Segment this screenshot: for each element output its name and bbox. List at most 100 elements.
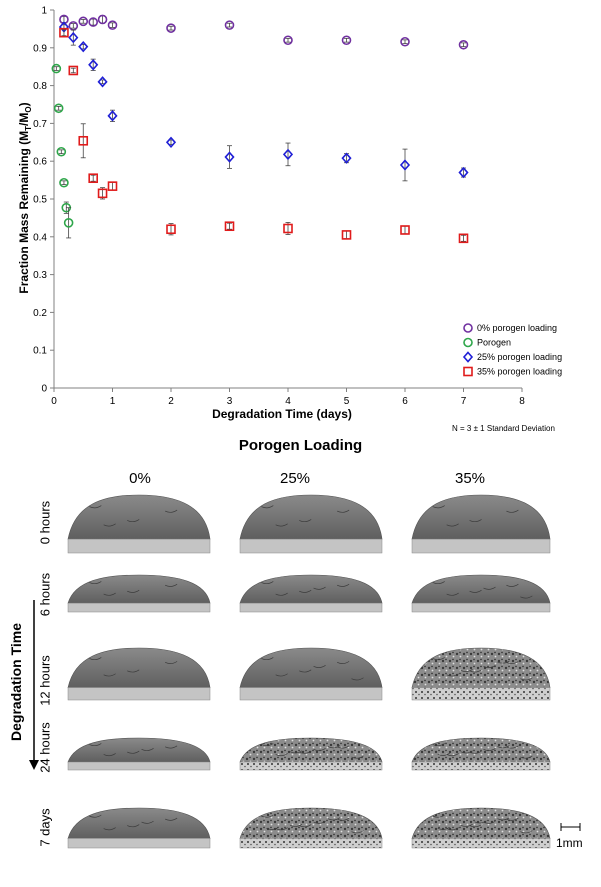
scaffold-r3-c0 xyxy=(67,737,211,771)
scaffold-surface xyxy=(239,494,383,540)
scaffold-texture xyxy=(299,750,312,754)
scaffold-texture xyxy=(446,592,459,596)
scaffold-texture xyxy=(275,827,288,831)
data-point xyxy=(283,223,293,234)
scaffold-r0-c0 xyxy=(67,494,211,554)
scaffold-cross-section xyxy=(239,838,383,849)
data-point xyxy=(78,16,89,27)
scaffold-r0-c2 xyxy=(411,494,551,554)
scaffold-cross-section xyxy=(67,838,211,849)
scaffold-texture xyxy=(89,814,102,818)
x-tick-label: 8 xyxy=(519,396,525,407)
scaffold-texture xyxy=(275,673,288,677)
scaffold-texture xyxy=(89,657,102,661)
legend-marker xyxy=(463,323,473,333)
scaffold-texture xyxy=(336,509,350,513)
scaffold-surface xyxy=(239,574,383,604)
y-tick-label: 0.9 xyxy=(33,43,47,54)
y-axis-title-main: Fraction Mass Remaining (M xyxy=(17,131,31,294)
y-axis-title-sub1: T xyxy=(24,126,33,131)
scaffold-texture xyxy=(520,677,533,681)
scaffold-texture xyxy=(469,669,482,673)
degradation-time-title: Degradation Time xyxy=(8,623,24,741)
series-3 xyxy=(59,27,469,244)
scaffold-texture xyxy=(313,747,326,751)
scaffold-texture xyxy=(474,820,487,824)
sample-size-note: N = 3 ± 1 Standard Deviation xyxy=(452,424,555,433)
data-point xyxy=(78,135,89,146)
y-axis-title: Fraction Mass Remaining (MT/MO) xyxy=(17,102,33,293)
scaffold-texture xyxy=(460,750,473,754)
scaffold-texture xyxy=(432,814,445,818)
scaffold-texture xyxy=(313,586,326,590)
scaffold-texture xyxy=(483,747,496,751)
scaffold-texture xyxy=(89,581,102,585)
scaffold-texture xyxy=(506,583,519,587)
legend-marker xyxy=(463,366,473,377)
data-point xyxy=(400,36,410,47)
data-point xyxy=(224,221,235,232)
legend-entry-1: Porogen xyxy=(463,337,511,348)
scaffold-texture xyxy=(520,595,533,599)
x-tick-label: 7 xyxy=(461,396,467,407)
scaffold-texture xyxy=(432,743,445,747)
scaffold-surface xyxy=(411,494,551,540)
data-point xyxy=(107,20,118,30)
scaffold-cross-section xyxy=(67,538,211,554)
y-axis-title-end: ) xyxy=(17,102,31,106)
scaffold-cross-section xyxy=(239,602,383,613)
degradation-arrow-head xyxy=(29,760,39,770)
legend-label: 35% porogen loading xyxy=(477,367,562,377)
scaffold-cross-section xyxy=(239,761,383,771)
scaffold-texture xyxy=(127,669,140,673)
scaffold-surface xyxy=(411,574,551,604)
scaffold-texture xyxy=(289,750,303,754)
y-tick-label: 0.5 xyxy=(33,195,47,206)
data-point xyxy=(107,110,118,122)
scaffold-texture xyxy=(446,827,459,831)
scaffold-surface xyxy=(67,647,211,688)
x-tick-label: 6 xyxy=(402,396,408,407)
scaffold-texture xyxy=(164,583,178,587)
scaffold-r1-c1 xyxy=(239,574,383,613)
scaffold-texture xyxy=(460,823,473,827)
series-0 xyxy=(59,14,469,50)
legend-marker xyxy=(462,351,474,363)
scaffold-r4-c2 xyxy=(411,807,551,849)
scaffold-texture xyxy=(164,745,178,749)
scaffold-texture xyxy=(432,581,445,585)
scaffold-texture xyxy=(299,519,312,523)
scaffold-cross-section xyxy=(67,761,211,771)
scaffold-texture xyxy=(266,826,279,830)
scaffold-r1-c0 xyxy=(67,574,211,613)
legend-marker xyxy=(463,337,473,348)
scaffold-texture xyxy=(164,509,178,513)
panel-title: Porogen Loading xyxy=(238,437,363,454)
scaffold-texture xyxy=(483,820,496,824)
legend-label: 0% porogen loading xyxy=(477,323,557,333)
plot-area: 0 1 2 3 4 5 6 7 8 0 0.1 0.2 0.3 0.4 0.5 0.6 0.7 0.8 0.9 1 xyxy=(33,6,525,408)
scaffold-r2-c1 xyxy=(239,647,383,701)
scaffold-texture xyxy=(299,824,312,828)
scaffold-surface xyxy=(67,574,211,604)
scaffold-texture xyxy=(469,824,482,828)
scaffold-texture xyxy=(437,752,450,756)
data-point xyxy=(283,35,293,46)
data-point xyxy=(224,151,235,163)
row-label-6-hours: 6 hours xyxy=(37,572,53,617)
scaffold-surface xyxy=(239,647,383,688)
scaffold-texture xyxy=(127,519,140,523)
legend-entry-3: 35% porogen loading xyxy=(463,366,562,377)
scaffold-surface xyxy=(411,647,551,688)
scaffold-texture xyxy=(275,592,288,596)
y-tick-label: 0.6 xyxy=(33,157,47,168)
scaffold-texture xyxy=(469,750,482,754)
scaffold-texture xyxy=(275,523,288,527)
scaffold-texture xyxy=(483,586,496,590)
scaffold-texture xyxy=(103,753,116,757)
scaffold-texture xyxy=(506,661,519,664)
scaffold-texture xyxy=(469,519,482,523)
scaffold-surface xyxy=(239,737,383,763)
scaffold-texture xyxy=(127,824,140,828)
data-point xyxy=(59,27,69,38)
